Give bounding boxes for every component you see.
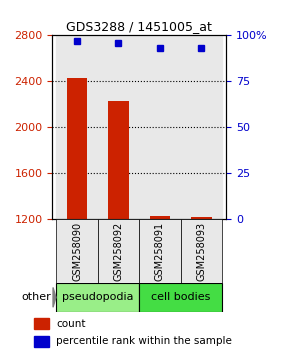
Text: GSM258090: GSM258090 — [72, 222, 82, 281]
Text: pseudopodia: pseudopodia — [62, 292, 133, 302]
Polygon shape — [53, 287, 56, 307]
Text: cell bodies: cell bodies — [151, 292, 210, 302]
Text: GSM258092: GSM258092 — [113, 222, 124, 281]
Bar — [191, 217, 212, 219]
Text: count: count — [56, 319, 86, 329]
FancyBboxPatch shape — [98, 219, 139, 283]
Bar — [34, 318, 49, 329]
Title: GDS3288 / 1451005_at: GDS3288 / 1451005_at — [66, 20, 212, 33]
Bar — [108, 101, 129, 219]
FancyBboxPatch shape — [56, 283, 139, 312]
FancyBboxPatch shape — [56, 219, 98, 283]
Bar — [98, 35, 139, 219]
Text: GSM258091: GSM258091 — [155, 222, 165, 281]
FancyBboxPatch shape — [139, 219, 181, 283]
FancyBboxPatch shape — [139, 283, 222, 312]
Text: other: other — [22, 292, 51, 302]
Bar — [150, 216, 170, 219]
Bar — [181, 35, 222, 219]
Bar — [67, 78, 87, 219]
Bar — [139, 35, 181, 219]
Text: percentile rank within the sample: percentile rank within the sample — [56, 336, 232, 346]
Bar — [56, 35, 98, 219]
FancyBboxPatch shape — [181, 219, 222, 283]
Bar — [34, 336, 49, 347]
Text: GSM258093: GSM258093 — [196, 222, 206, 281]
